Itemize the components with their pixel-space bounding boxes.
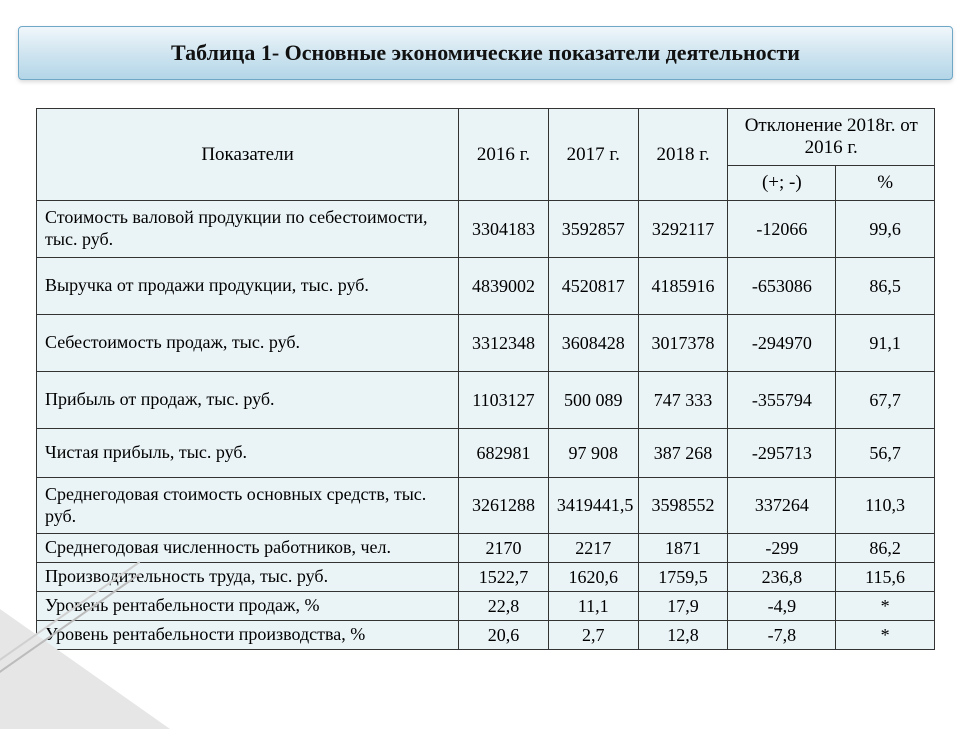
cell-2017: 500 089 bbox=[548, 372, 638, 429]
cell-2018: 1871 bbox=[638, 534, 728, 563]
cell-dev-pct: * bbox=[836, 592, 935, 621]
cell-2017: 97 908 bbox=[548, 429, 638, 478]
cell-dev-pct: 56,7 bbox=[836, 429, 935, 478]
title-bar: Таблица 1- Основные экономические показа… bbox=[18, 26, 953, 80]
cell-2016: 20,6 bbox=[459, 621, 549, 650]
cell-2016: 682981 bbox=[459, 429, 549, 478]
cell-2018: 3017378 bbox=[638, 315, 728, 372]
col-indicator: Показатели bbox=[37, 109, 459, 201]
cell-2018: 12,8 bbox=[638, 621, 728, 650]
cell-dev-pct: 67,7 bbox=[836, 372, 935, 429]
cell-2017: 2,7 bbox=[548, 621, 638, 650]
decorative-corner bbox=[0, 609, 170, 729]
cell-dev-abs: -12066 bbox=[728, 201, 836, 258]
cell-dev-abs: -294970 bbox=[728, 315, 836, 372]
table-row: Выручка от продажи продукции, тыс. руб.4… bbox=[37, 258, 935, 315]
cell-2016: 1103127 bbox=[459, 372, 549, 429]
cell-dev-abs: -295713 bbox=[728, 429, 836, 478]
cell-2016: 4839002 bbox=[459, 258, 549, 315]
table-row: Уровень рентабельности производства, %20… bbox=[37, 621, 935, 650]
cell-dev-pct: 91,1 bbox=[836, 315, 935, 372]
cell-dev-abs: 236,8 bbox=[728, 563, 836, 592]
table-row: Среднегодовая численность работников, че… bbox=[37, 534, 935, 563]
col-2016: 2016 г. bbox=[459, 109, 549, 201]
cell-dev-pct: 86,2 bbox=[836, 534, 935, 563]
cell-dev-pct: 86,5 bbox=[836, 258, 935, 315]
cell-2016: 3261288 bbox=[459, 478, 549, 534]
cell-label: Производительность труда, тыс. руб. bbox=[37, 563, 459, 592]
cell-2017: 3608428 bbox=[548, 315, 638, 372]
cell-2016: 3304183 bbox=[459, 201, 549, 258]
cell-2018: 3292117 bbox=[638, 201, 728, 258]
cell-label: Стоимость валовой продукции по себестоим… bbox=[37, 201, 459, 258]
cell-dev-abs: 337264 bbox=[728, 478, 836, 534]
cell-2017: 3592857 bbox=[548, 201, 638, 258]
cell-dev-pct: 110,3 bbox=[836, 478, 935, 534]
col-dev-pct: % bbox=[836, 166, 935, 201]
col-deviation-group: Отклонение 2018г. от 2016 г. bbox=[728, 109, 935, 166]
table-row: Чистая прибыль, тыс. руб.68298197 908387… bbox=[37, 429, 935, 478]
cell-label: Себестоимость продаж, тыс. руб. bbox=[37, 315, 459, 372]
table-row: Среднегодовая стоимость основных средств… bbox=[37, 478, 935, 534]
cell-label: Выручка от продажи продукции, тыс. руб. bbox=[37, 258, 459, 315]
cell-dev-abs: -355794 bbox=[728, 372, 836, 429]
table-row: Производительность труда, тыс. руб.1522,… bbox=[37, 563, 935, 592]
cell-2018: 4185916 bbox=[638, 258, 728, 315]
col-dev-abs: (+; -) bbox=[728, 166, 836, 201]
cell-dev-pct: * bbox=[836, 621, 935, 650]
table-row: Себестоимость продаж, тыс. руб.331234836… bbox=[37, 315, 935, 372]
cell-2018: 17,9 bbox=[638, 592, 728, 621]
cell-2016: 1522,7 bbox=[459, 563, 549, 592]
cell-dev-pct: 99,6 bbox=[836, 201, 935, 258]
col-2018: 2018 г. bbox=[638, 109, 728, 201]
cell-dev-abs: -4,9 bbox=[728, 592, 836, 621]
cell-2016: 3312348 bbox=[459, 315, 549, 372]
cell-dev-abs: -7,8 bbox=[728, 621, 836, 650]
cell-2017: 3419441,5 bbox=[548, 478, 638, 534]
cell-2018: 3598552 bbox=[638, 478, 728, 534]
col-2017: 2017 г. bbox=[548, 109, 638, 201]
cell-2016: 22,8 bbox=[459, 592, 549, 621]
table-head: Показатели 2016 г. 2017 г. 2018 г. Откло… bbox=[37, 109, 935, 201]
cell-2016: 2170 bbox=[459, 534, 549, 563]
cell-dev-abs: -653086 bbox=[728, 258, 836, 315]
page-title: Таблица 1- Основные экономические показа… bbox=[171, 40, 800, 66]
table-row: Стоимость валовой продукции по себестоим… bbox=[37, 201, 935, 258]
table-container: Показатели 2016 г. 2017 г. 2018 г. Откло… bbox=[36, 108, 935, 650]
indicators-table: Показатели 2016 г. 2017 г. 2018 г. Откло… bbox=[36, 108, 935, 650]
table-row: Уровень рентабельности продаж, %22,811,1… bbox=[37, 592, 935, 621]
cell-dev-pct: 115,6 bbox=[836, 563, 935, 592]
table-row: Прибыль от продаж, тыс. руб.1103127500 0… bbox=[37, 372, 935, 429]
cell-2017: 4520817 bbox=[548, 258, 638, 315]
cell-label: Среднегодовая численность работников, че… bbox=[37, 534, 459, 563]
cell-2018: 387 268 bbox=[638, 429, 728, 478]
cell-label: Прибыль от продаж, тыс. руб. bbox=[37, 372, 459, 429]
cell-2017: 11,1 bbox=[548, 592, 638, 621]
cell-2017: 1620,6 bbox=[548, 563, 638, 592]
cell-2018: 747 333 bbox=[638, 372, 728, 429]
cell-label: Среднегодовая стоимость основных средств… bbox=[37, 478, 459, 534]
cell-2017: 2217 bbox=[548, 534, 638, 563]
cell-2018: 1759,5 bbox=[638, 563, 728, 592]
cell-dev-abs: -299 bbox=[728, 534, 836, 563]
table-body: Стоимость валовой продукции по себестоим… bbox=[37, 201, 935, 650]
cell-label: Чистая прибыль, тыс. руб. bbox=[37, 429, 459, 478]
